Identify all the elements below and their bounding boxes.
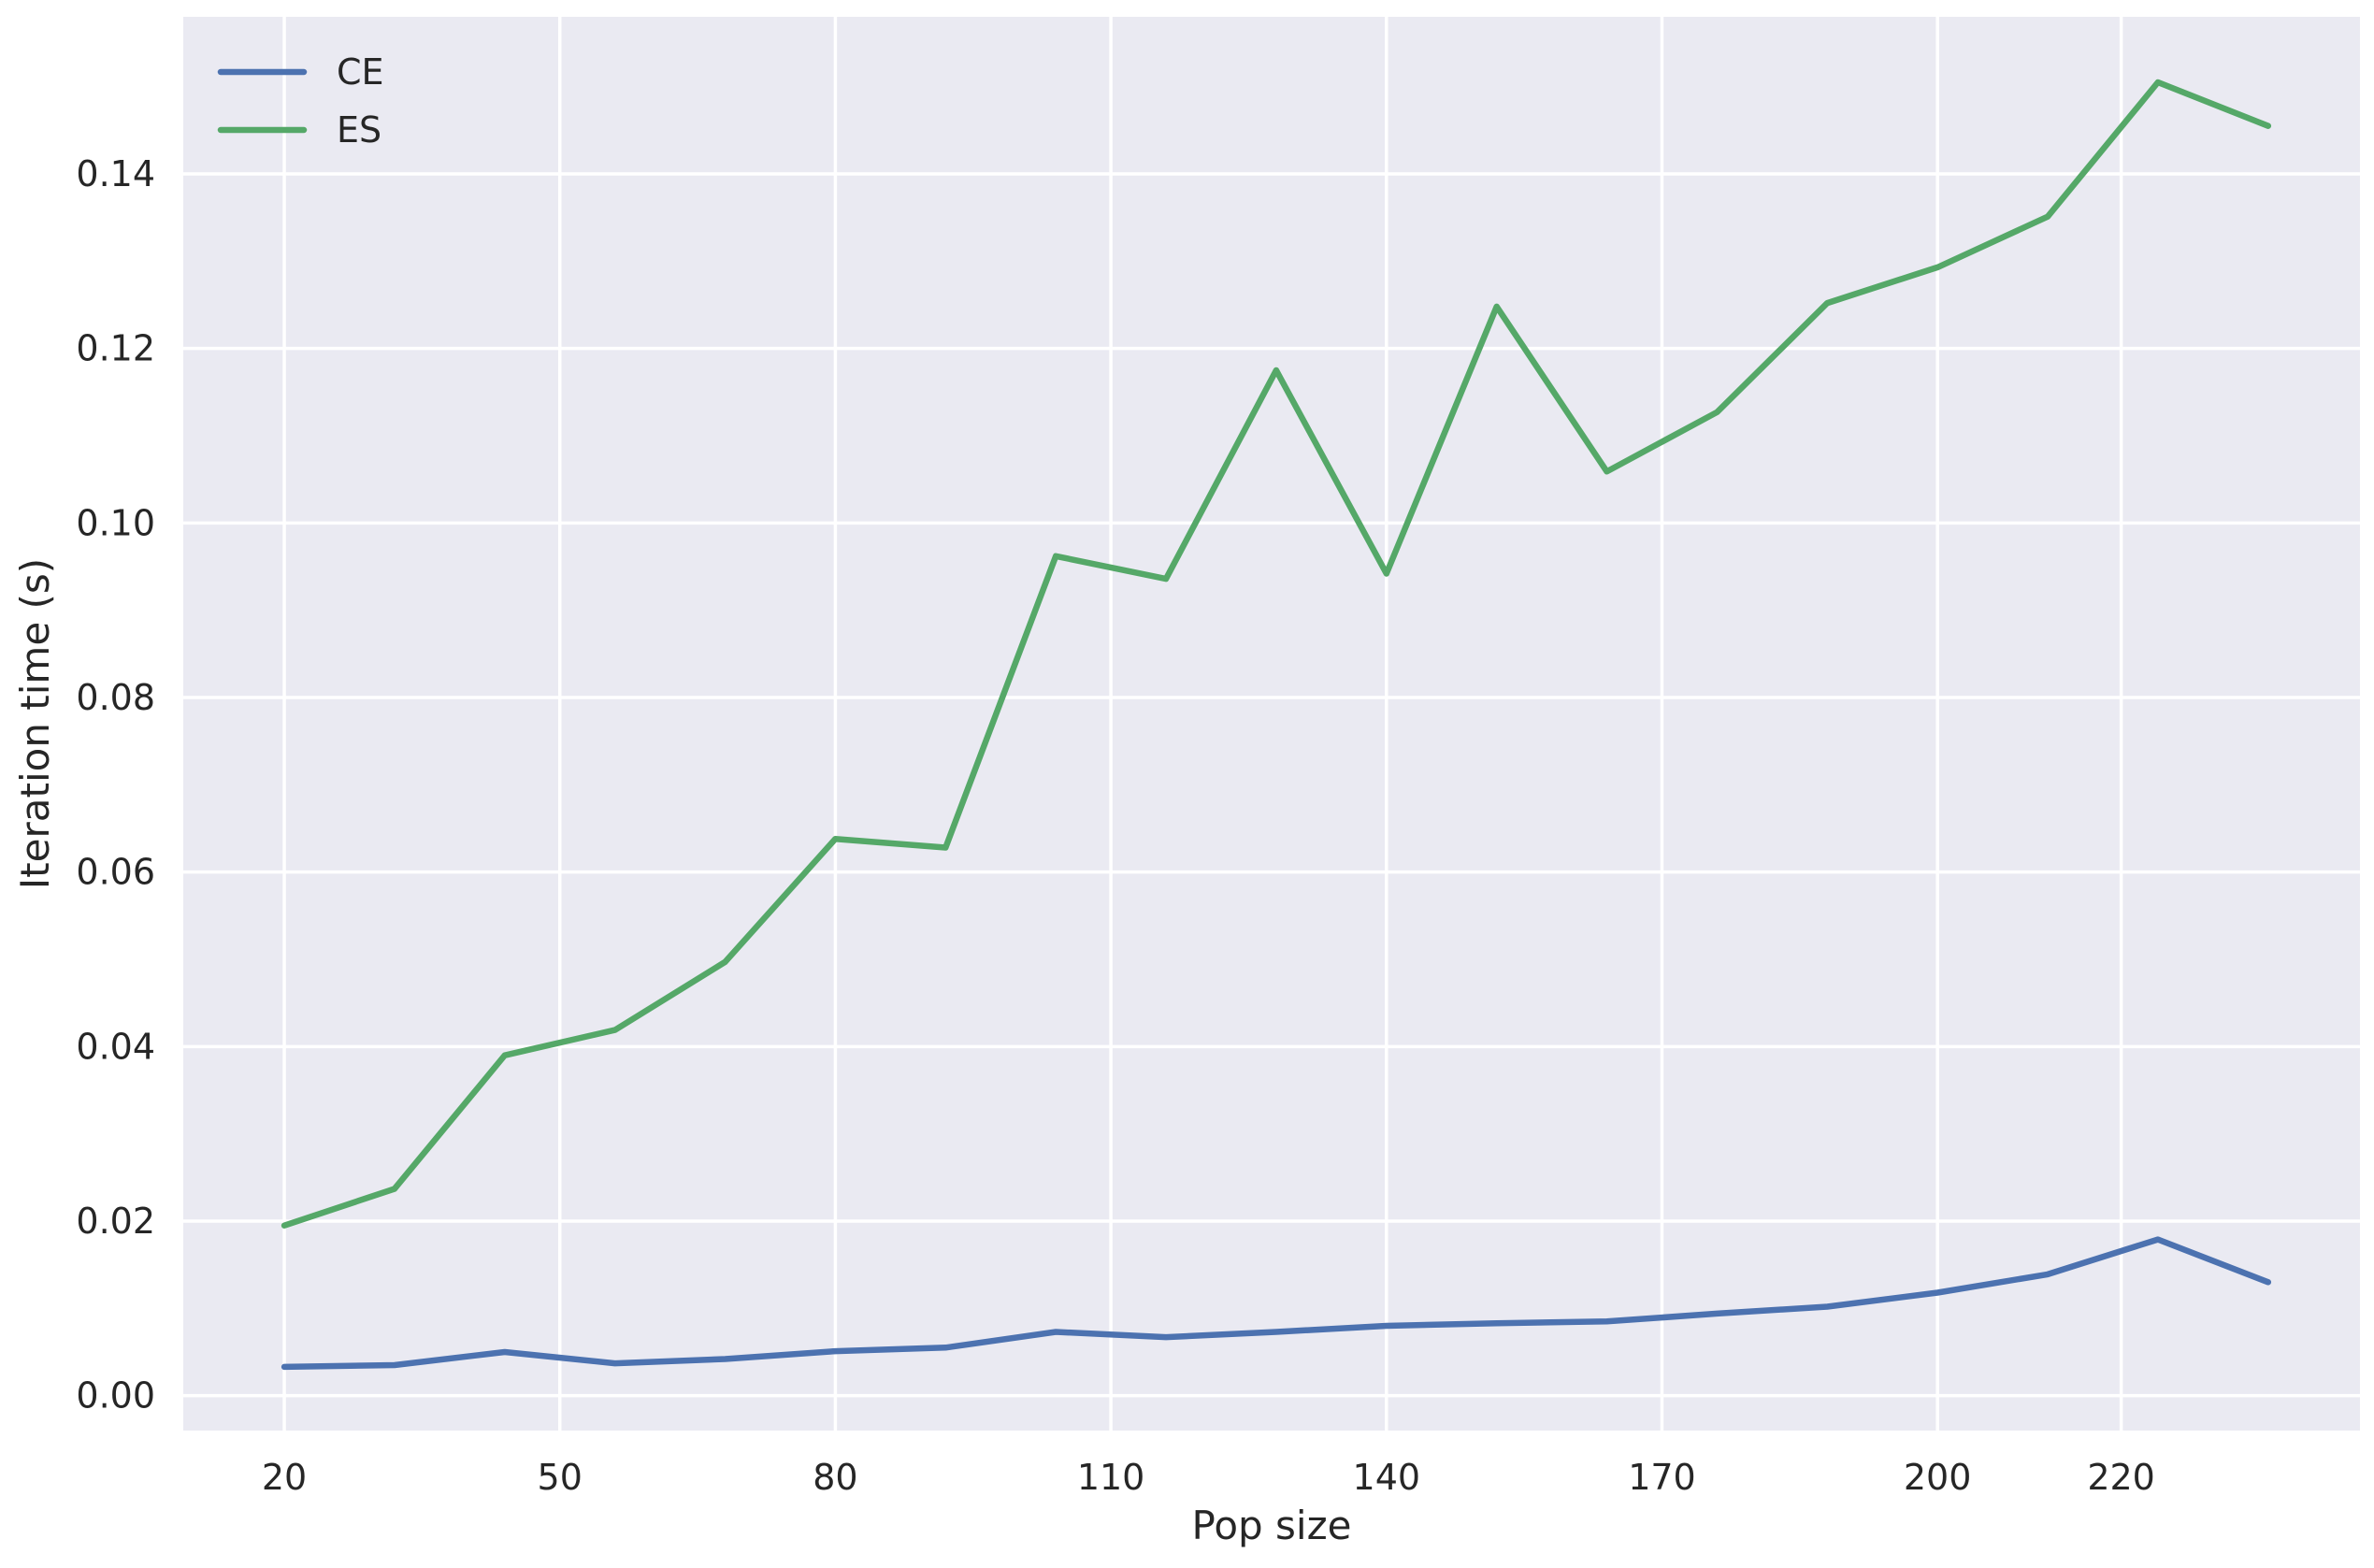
y-tick-label: 0.00 — [76, 1375, 155, 1417]
y-tick-label: 0.14 — [76, 153, 155, 194]
y-tick-label: 0.04 — [76, 1026, 155, 1067]
y-tick-label: 0.08 — [76, 677, 155, 718]
series-lines — [281, 79, 2272, 1371]
legend-label-ce: CE — [337, 51, 384, 93]
x-tick-labels: 20 50 80 110 140 170 200 220 — [262, 1457, 2155, 1498]
series-line-ce — [281, 1236, 2272, 1371]
legend: CE ES — [217, 51, 384, 151]
y-tick-labels: 0.00 0.02 0.04 0.06 0.08 0.10 0.12 0.14 — [76, 153, 155, 1417]
x-tick-label: 50 — [538, 1457, 583, 1498]
y-axis-label: Iteration time (s) — [12, 558, 58, 889]
y-tick-label: 0.10 — [76, 502, 155, 543]
x-tick-label: 110 — [1077, 1457, 1145, 1498]
legend-label-es: ES — [337, 109, 381, 151]
x-tick-label: 170 — [1628, 1457, 1696, 1498]
x-axis-label: Pop size — [1192, 1503, 1352, 1548]
y-tick-label: 0.12 — [76, 328, 155, 369]
series-line-es — [281, 79, 2272, 1229]
x-tick-label: 220 — [2087, 1457, 2155, 1498]
x-tick-label: 80 — [813, 1457, 857, 1498]
x-tick-label: 140 — [1353, 1457, 1421, 1498]
x-tick-label: 20 — [262, 1457, 307, 1498]
y-tick-label: 0.02 — [76, 1201, 155, 1242]
x-tick-label: 200 — [1904, 1457, 1972, 1498]
plot-background — [183, 17, 2360, 1431]
y-tick-label: 0.06 — [76, 852, 155, 893]
